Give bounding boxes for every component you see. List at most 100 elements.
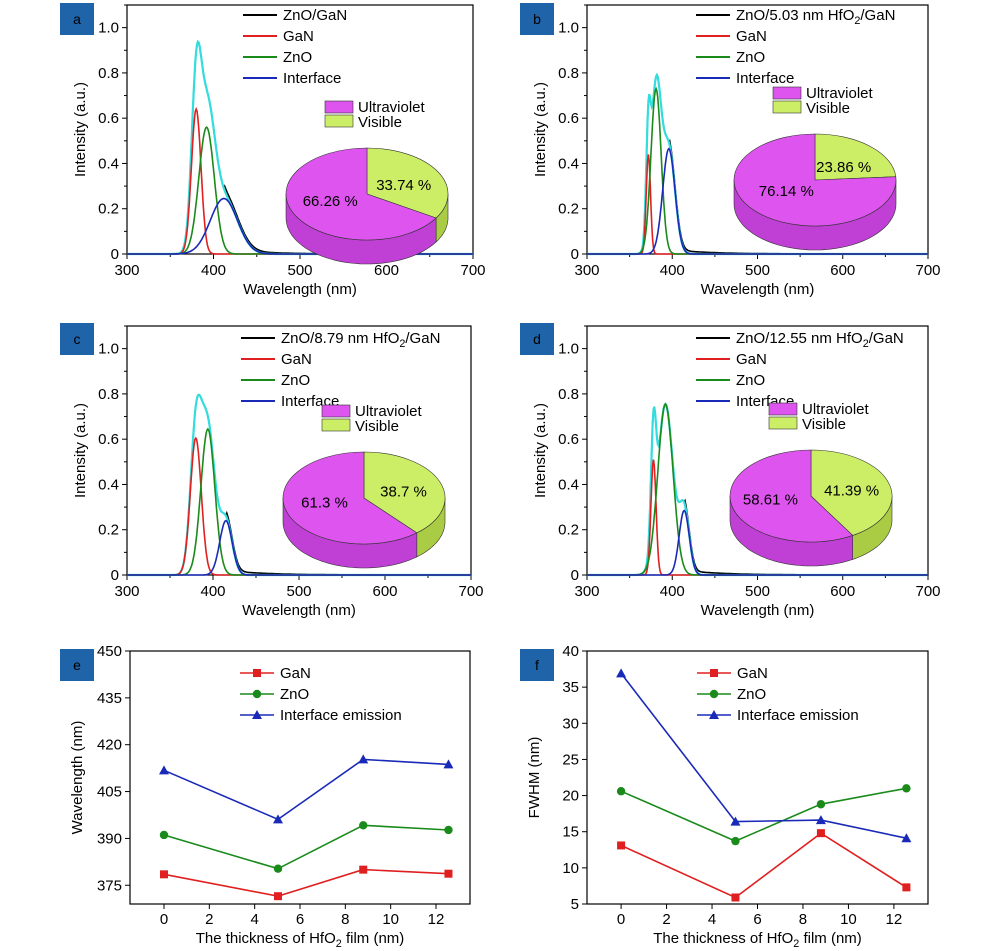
x-tick-label: 12 bbox=[428, 911, 445, 928]
y-tick-label: 0.6 bbox=[98, 110, 119, 127]
panel-badge bbox=[60, 3, 94, 35]
y-tick-label: 405 bbox=[97, 784, 122, 801]
zno-data-point bbox=[902, 784, 911, 793]
x-tick-label: 400 bbox=[200, 583, 225, 600]
legend-interface-label: Interface bbox=[283, 70, 341, 87]
zno-data-point bbox=[444, 825, 453, 835]
legend-gan-label: GaN bbox=[737, 665, 768, 682]
x-tick-label: 700 bbox=[458, 583, 483, 600]
y-tick-label: 15 bbox=[562, 824, 579, 841]
x-axis-label-subscript: 2 bbox=[336, 938, 342, 950]
interface-series-line bbox=[163, 758, 449, 821]
x-axis-label-main: The thickness of HfO bbox=[196, 930, 336, 947]
x-tick-label: 4 bbox=[708, 911, 716, 928]
pie-legend-ultraviolet-swatch bbox=[321, 404, 351, 418]
legend-measured-label-main: ZnO/GaN bbox=[283, 7, 347, 24]
pie-legend-ultraviolet-swatch bbox=[324, 100, 354, 114]
pie-legend-visible-swatch bbox=[772, 100, 802, 114]
legend-measured-label: ZnO/12.55 nm HfO2/GaN bbox=[736, 330, 904, 350]
y-tick-label: 0.2 bbox=[98, 201, 119, 218]
trend-panel-f: f 0 2 4 6 8 10 12 5 10 15 20 25 30 35 40 The thickness o… bbox=[520, 643, 929, 950]
pie-visible-value: 38.7 % bbox=[380, 483, 427, 500]
legend-interface-marker bbox=[709, 710, 719, 719]
x-axis-label: Wavelength (nm) bbox=[242, 602, 356, 619]
legend-interface-label-main: Interface bbox=[736, 70, 794, 87]
y-tick-label: 0.2 bbox=[558, 522, 579, 539]
legend-measured-label-main: ZnO/8.79 nm HfO bbox=[281, 330, 399, 347]
y-tick-label: 0 bbox=[111, 246, 119, 263]
pie-legend-ultraviolet-swatch bbox=[768, 402, 798, 416]
legend-measured-label-subscript: 2 bbox=[399, 338, 405, 350]
legend-measured-label-subscript: 2 bbox=[854, 15, 860, 27]
legend-zno-label: ZnO bbox=[736, 372, 765, 389]
legend-zno-label-main: ZnO bbox=[736, 372, 765, 389]
legend-measured-label-subscript: 2 bbox=[863, 338, 869, 350]
pie-visible-value: 33.74 % bbox=[376, 177, 431, 194]
x-tick-label: 700 bbox=[915, 583, 940, 600]
x-tick-label: 2 bbox=[662, 911, 670, 928]
zno-data-point bbox=[816, 800, 826, 809]
x-tick-label: 10 bbox=[382, 911, 399, 928]
pie-legend-ultraviolet: Ultraviolet bbox=[802, 401, 870, 418]
interface-data-point bbox=[443, 759, 454, 769]
legend-zno-label: ZnO bbox=[737, 686, 766, 703]
x-tick-label: 400 bbox=[660, 583, 685, 600]
y-tick-label: 0.8 bbox=[558, 386, 579, 403]
legend-zno-label: ZnO bbox=[280, 686, 309, 703]
pie-legend-visible: Visible bbox=[802, 416, 846, 433]
legend-measured-label-rest: /GaN bbox=[405, 330, 440, 347]
y-tick-label: 30 bbox=[562, 715, 579, 732]
pie-legend-visible: Visible bbox=[806, 100, 850, 117]
x-axis-label: The thickness of HfO2 film (nm) bbox=[653, 930, 862, 950]
x-tick-label: 300 bbox=[574, 583, 599, 600]
interface-peak-line bbox=[127, 519, 471, 576]
trend-panel-e: e 0 2 4 6 8 10 12 375 390 405 420 435 450 The thicknes… bbox=[60, 643, 471, 950]
legend-measured-label: ZnO/8.79 nm HfO2/GaN bbox=[281, 330, 440, 350]
panel-letter: d bbox=[533, 331, 541, 347]
pie-legend-visible-swatch bbox=[768, 416, 798, 430]
pie-legend-visible-swatch bbox=[321, 418, 351, 432]
gan-data-point bbox=[274, 892, 283, 901]
x-tick-label: 2 bbox=[205, 911, 213, 928]
interface-peak-line bbox=[587, 509, 928, 576]
legend-gan-label: GaN bbox=[283, 28, 314, 45]
y-axis-label: Intensity (a.u.) bbox=[532, 403, 549, 498]
interface-series-line bbox=[620, 672, 907, 839]
x-tick-label: 300 bbox=[114, 583, 139, 600]
spectrum-panel-c: c 300 400 500 600 700 0 0.2 0.4 0.6 0.8 1.0 Waveleng… bbox=[60, 323, 484, 619]
legend-gan-label: GaN bbox=[280, 665, 311, 682]
legend-measured-label-rest: /GaN bbox=[860, 7, 895, 24]
y-tick-label: 10 bbox=[562, 860, 579, 877]
pie-legend-visible-swatch bbox=[324, 114, 354, 128]
legend-zno-label: ZnO bbox=[736, 49, 765, 66]
y-tick-label: 450 bbox=[97, 643, 122, 660]
pie-ultraviolet-value: 66.26 % bbox=[303, 193, 358, 210]
pie-legend-ultraviolet: Ultraviolet bbox=[358, 99, 426, 116]
y-tick-label: 390 bbox=[97, 830, 122, 847]
x-tick-label: 400 bbox=[660, 262, 685, 279]
y-tick-label: 0.6 bbox=[558, 431, 579, 448]
y-tick-label: 0.4 bbox=[558, 155, 579, 172]
zno-series-line bbox=[620, 787, 907, 842]
zno-data-point bbox=[616, 787, 626, 796]
legend-gan-label: GaN bbox=[281, 351, 312, 368]
x-axis-label-rest: film (nm) bbox=[799, 930, 862, 947]
x-axis-label-subscript: 2 bbox=[793, 938, 799, 950]
y-tick-label: 0 bbox=[571, 567, 579, 584]
pie-visible-slice bbox=[810, 449, 893, 536]
interface-data-point bbox=[358, 754, 369, 764]
x-tick-label: 4 bbox=[250, 911, 258, 928]
legend-gan-label: GaN bbox=[736, 351, 767, 368]
x-tick-label: 500 bbox=[287, 262, 312, 279]
panel-badge bbox=[520, 649, 554, 681]
y-axis-label: Wavelength (nm) bbox=[69, 721, 86, 835]
legend-gan-marker bbox=[710, 669, 718, 677]
gan-data-point bbox=[160, 870, 168, 879]
gan-data-point bbox=[902, 883, 911, 892]
y-axis-label: Intensity (a.u.) bbox=[72, 403, 89, 498]
y-axis-label: FWHM (nm) bbox=[526, 737, 543, 819]
y-tick-label: 435 bbox=[97, 690, 122, 707]
x-tick-label: 300 bbox=[114, 262, 139, 279]
pie-visible-slice bbox=[814, 133, 897, 181]
